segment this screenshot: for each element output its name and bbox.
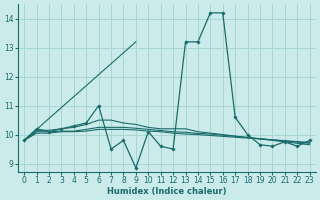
X-axis label: Humidex (Indice chaleur): Humidex (Indice chaleur): [107, 187, 227, 196]
